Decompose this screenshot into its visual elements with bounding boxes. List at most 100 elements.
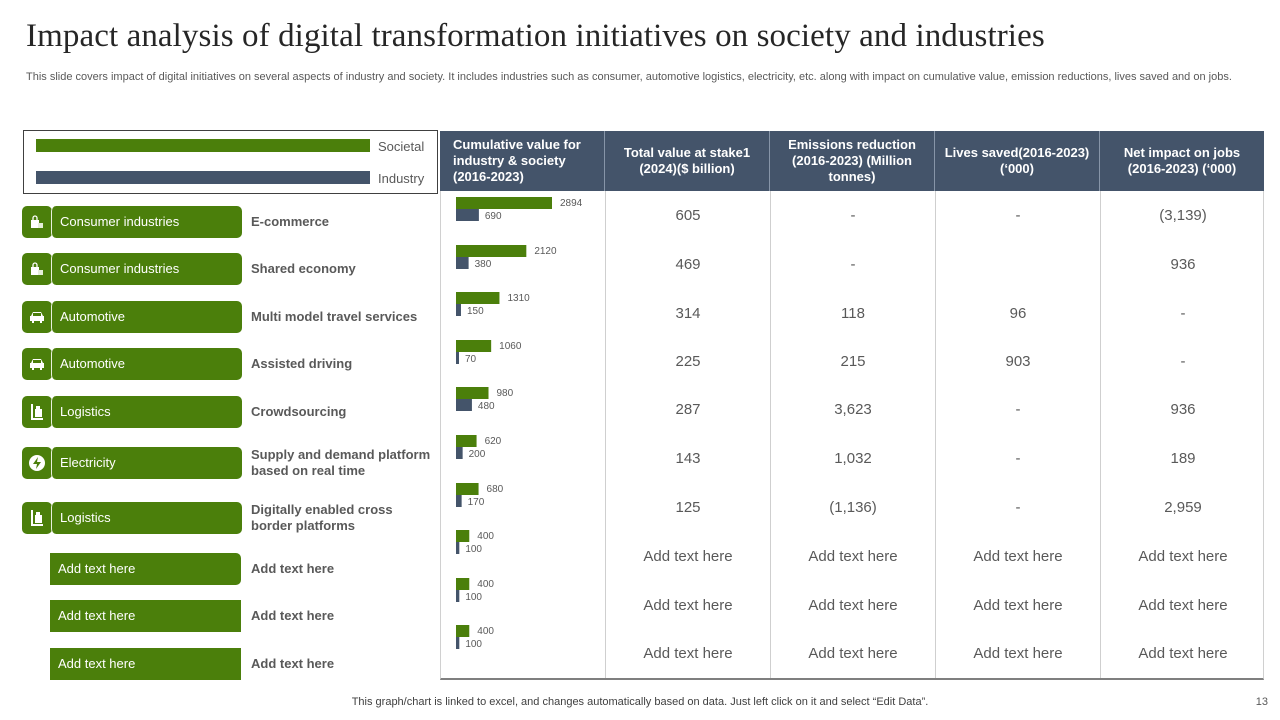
bar-label-societal: 620 [485,436,502,447]
bar-label-industry: 380 [475,259,492,270]
column-divider [935,191,936,678]
table-cell: (3,139) [1159,207,1207,224]
bar-label-industry: 100 [465,639,482,650]
header-emissions-reduction: Emissions reduction (2016-2023) (Million… [770,131,935,191]
category-row: Add text here Add text here [22,553,432,585]
shopping-bag-icon [22,253,52,285]
bar-societal[interactable] [456,340,492,352]
table-cell: - [1180,305,1186,322]
bar-societal[interactable] [456,387,489,399]
category-row: Consumer industries E-commerce [22,206,432,238]
bar-societal[interactable] [456,578,470,590]
table-cell: Add text here [1138,597,1228,614]
bar-industry[interactable] [456,352,459,364]
category-label[interactable]: Consumer industries [51,253,242,285]
table-cell: 118 [841,305,865,322]
table-cell: 225 [675,353,701,370]
bar-societal[interactable] [456,245,527,257]
slide-title: Impact analysis of digital transformatio… [26,18,1045,54]
table-cell: 903 [1005,353,1031,370]
initiative-label: Digitally enabled cross border platforms [251,502,393,533]
bar-societal[interactable] [456,625,470,637]
table-cell: 287 [675,401,701,418]
category-row: Add text here Add text here [22,600,432,632]
initiative-label: Crowdsourcing [251,404,347,419]
category-row: Logistics Crowdsourcing [22,396,432,428]
bar-label-societal: 1060 [499,341,522,352]
category-label[interactable]: Electricity [51,447,242,479]
table-cell: - [1015,450,1021,467]
category-label[interactable]: Logistics [51,396,242,428]
legend-label-societal: Societal [378,139,425,154]
category-label[interactable]: Add text here [50,648,241,680]
table-cell: Add text here [643,645,733,662]
bar-societal[interactable] [456,483,479,495]
initiative-label: E-commerce [251,214,330,229]
bar-societal[interactable] [456,435,477,447]
bar-industry[interactable] [456,209,479,221]
table-cell: 143 [675,450,701,467]
table-cell: 3,623 [834,401,872,418]
table-cell: Add text here [643,548,733,565]
initiative-label: Add text here [251,608,335,623]
bar-societal[interactable] [456,197,552,209]
hand-truck-icon [22,396,52,428]
car-icon [22,301,52,333]
table-cell: 215 [840,353,866,370]
initiative-label: Shared economy [251,261,356,276]
bar-industry[interactable] [456,257,469,269]
footer-note: This graph/chart is linked to excel, and… [351,696,929,708]
category-label[interactable]: Consumer industries [51,206,242,238]
shopping-bag-icon [22,206,52,238]
category-row: Automotive Assisted driving [22,348,432,380]
header-net-impact-jobs: Net impact on jobs (2016-2023) (‘000) [1123,145,1241,176]
category-label[interactable]: Add text here [50,600,241,632]
table-cell: 314 [675,305,701,322]
table-header: Cumulative value for industry & society … [440,131,1264,191]
bar-industry[interactable] [456,495,462,507]
table-cell: - [850,207,856,224]
bar-label-societal: 680 [487,484,504,495]
bar-industry[interactable] [456,637,460,649]
legend-swatch-societal [36,139,370,152]
table-cell: Add text here [808,548,898,565]
bar-label-industry: 200 [469,449,486,460]
bar-label-societal: 400 [477,626,494,637]
bar-industry[interactable] [456,399,472,411]
bar-label-societal: 980 [497,388,514,399]
category-row: Electricity Supply and demand platform ba… [22,447,432,479]
table-cell: (1,136) [829,499,877,516]
bar-societal[interactable] [456,292,500,304]
bar-industry[interactable] [456,542,460,554]
category-label[interactable]: Automotive [51,301,242,333]
table-cell: - [1015,401,1021,418]
category-label[interactable]: Logistics [51,502,242,534]
bar-label-industry: 100 [465,592,482,603]
bar-societal[interactable] [456,530,470,542]
table-cell: Add text here [973,597,1063,614]
initiative-label: Supply and demand platform based on real… [251,447,431,478]
bar-label-industry: 480 [478,401,495,412]
table-cell: 1,032 [834,450,872,467]
table-cell: 125 [675,499,701,516]
category-label[interactable]: Add text here [50,553,241,585]
table-cell: - [1015,207,1021,224]
category-row: Automotive Multi model travel services [22,301,432,333]
table-cell: 605 [675,207,701,224]
table-cell: 936 [1170,256,1196,273]
bar-industry[interactable] [456,304,461,316]
bar-label-societal: 400 [477,579,494,590]
table-cell: 96 [1009,305,1027,322]
table-cell: 469 [675,256,701,273]
bar-industry[interactable] [456,590,460,602]
table-cell: 189 [1170,450,1196,467]
table-cell: - [1015,499,1021,516]
category-label[interactable]: Automotive [51,348,242,380]
table-cell: Add text here [1138,645,1228,662]
column-divider [1100,191,1101,678]
table-cell: Add text here [808,597,898,614]
legend-swatch-industry [36,171,370,184]
bar-industry[interactable] [456,447,463,459]
bar-label-industry: 70 [465,354,477,365]
